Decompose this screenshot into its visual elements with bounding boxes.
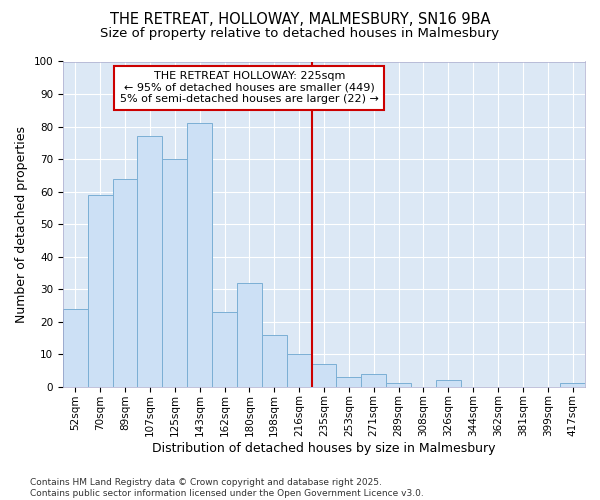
X-axis label: Distribution of detached houses by size in Malmesbury: Distribution of detached houses by size … (152, 442, 496, 455)
Bar (311, 364, 337, 386)
Bar (113, 178, 137, 386)
Bar (187, 124, 212, 386)
Bar (237, 282, 262, 387)
Bar (63, 308, 88, 386)
Bar (262, 334, 287, 386)
Bar (436, 380, 461, 386)
Bar (88, 195, 113, 386)
Y-axis label: Number of detached properties: Number of detached properties (15, 126, 28, 322)
Bar (137, 136, 163, 386)
Bar (163, 159, 187, 386)
Text: THE RETREAT, HOLLOWAY, MALMESBURY, SN16 9BA: THE RETREAT, HOLLOWAY, MALMESBURY, SN16 … (110, 12, 490, 28)
Bar (386, 384, 411, 386)
Text: Size of property relative to detached houses in Malmesbury: Size of property relative to detached ho… (100, 28, 500, 40)
Bar (560, 384, 585, 386)
Bar (212, 312, 237, 386)
Bar (287, 354, 311, 386)
Text: THE RETREAT HOLLOWAY: 225sqm
← 95% of detached houses are smaller (449)
5% of se: THE RETREAT HOLLOWAY: 225sqm ← 95% of de… (120, 72, 379, 104)
Bar (361, 374, 386, 386)
Text: Contains HM Land Registry data © Crown copyright and database right 2025.
Contai: Contains HM Land Registry data © Crown c… (30, 478, 424, 498)
Bar (337, 377, 361, 386)
